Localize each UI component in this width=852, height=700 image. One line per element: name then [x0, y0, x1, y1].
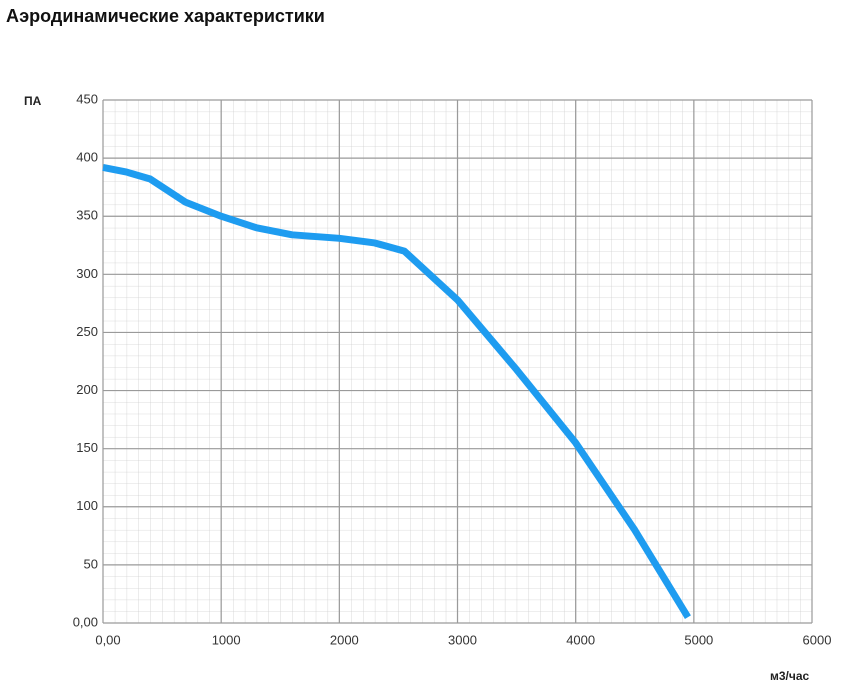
chart-title: Аэродинамические характеристики	[6, 6, 325, 26]
x-tick-label: 6000	[803, 632, 832, 647]
y-tick-label: 350	[76, 208, 98, 223]
x-tick-label: 3000	[448, 632, 477, 647]
x-tick-label: 0,00	[95, 632, 120, 647]
x-tick-label: 4000	[566, 632, 595, 647]
line-series	[102, 163, 691, 620]
y-tick-label: 100	[76, 498, 98, 513]
y-tick-label: 0,00	[73, 614, 98, 629]
x-tick-label: 2000	[330, 632, 359, 647]
y-axis-label: ПА	[24, 94, 42, 108]
x-tick-label: 1000	[212, 632, 241, 647]
x-axis-label: м3/час	[770, 669, 810, 683]
y-tick-label: 300	[76, 266, 98, 281]
x-tick-label: 5000	[684, 632, 713, 647]
y-tick-label: 250	[76, 324, 98, 339]
y-tick-label: 400	[76, 150, 98, 165]
y-tick-label: 450	[76, 91, 98, 106]
y-tick-label: 150	[76, 440, 98, 455]
y-tick-label: 200	[76, 382, 98, 397]
y-tick-label: 50	[84, 556, 98, 571]
